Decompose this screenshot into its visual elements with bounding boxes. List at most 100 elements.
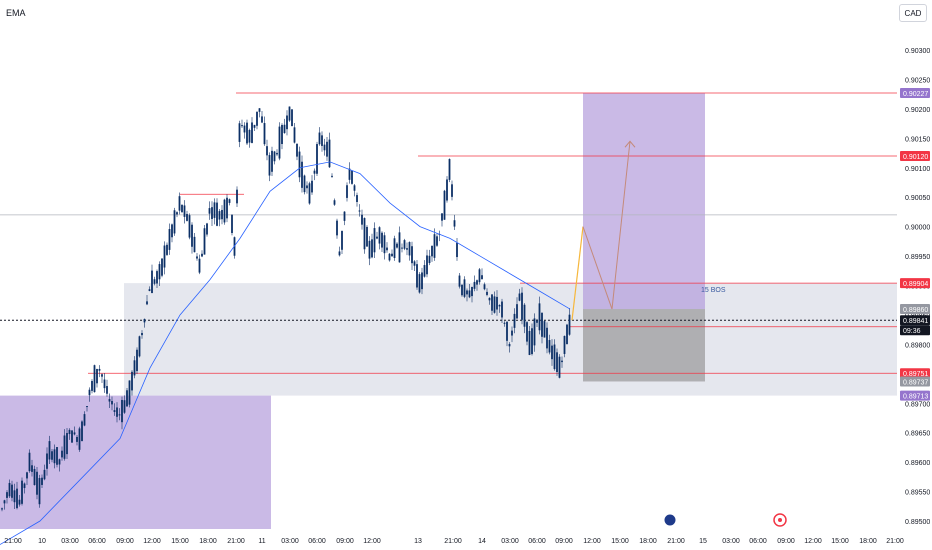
candle-body xyxy=(418,274,421,293)
x-tick-label: 21:00 xyxy=(4,538,22,545)
candle-body xyxy=(408,242,411,256)
candle-body xyxy=(518,293,521,301)
indicator-label[interactable]: EMA xyxy=(6,8,26,18)
candle-body xyxy=(298,151,301,178)
candle-body xyxy=(318,132,321,145)
candle-body xyxy=(191,224,193,247)
candle-body xyxy=(263,123,266,145)
candle-body xyxy=(406,248,408,250)
x-tick-label: 18:00 xyxy=(859,538,877,545)
candle-body xyxy=(473,281,476,289)
price-label-bg xyxy=(900,315,930,326)
candle-body xyxy=(201,253,203,257)
candle-body xyxy=(561,360,563,363)
projection-layer xyxy=(571,140,636,321)
bos-label: 15 BOS xyxy=(701,287,726,294)
x-tick-label: 21:00 xyxy=(667,538,685,545)
candle-body xyxy=(211,207,213,219)
candle-body xyxy=(513,313,516,328)
candle-body xyxy=(208,208,211,214)
x-tick-label: 14 xyxy=(478,538,486,545)
price-label-bg xyxy=(900,278,930,289)
time-axis[interactable]: 21:00 10 03:00 06:00 09:00 12:00 15:00 18:00 21:… xyxy=(4,538,904,545)
candles-layer xyxy=(1,106,571,512)
candle-body xyxy=(193,236,196,253)
candle-body xyxy=(311,180,313,193)
x-tick-label: 03:00 xyxy=(501,538,519,545)
candle-body xyxy=(103,379,106,389)
candle-body xyxy=(198,258,201,273)
candle-body xyxy=(291,109,293,127)
candle-body xyxy=(11,484,13,498)
au-flag-icon xyxy=(663,513,677,527)
candle-body xyxy=(331,175,333,177)
x-tick-label: 12:00 xyxy=(363,538,381,545)
candle-body xyxy=(288,106,291,121)
candle-body xyxy=(476,280,478,285)
candle-body xyxy=(116,407,118,417)
candle-body xyxy=(463,279,466,297)
candle-body xyxy=(391,253,393,257)
candle-body xyxy=(386,247,388,251)
candle-body xyxy=(501,301,503,318)
y-tick-label: 0.89650 xyxy=(905,431,930,438)
candle-body xyxy=(261,116,263,123)
price-axis[interactable]: 0.895000.895500.896000.896500.897000.897… xyxy=(900,48,930,526)
x-tick-label: 18:00 xyxy=(199,538,217,545)
candle-body xyxy=(83,414,86,426)
candle-body xyxy=(528,330,531,355)
projection-leg-1 xyxy=(571,226,584,321)
candle-body xyxy=(541,312,543,337)
ca-flag-leaf-icon xyxy=(778,518,782,522)
candle-body xyxy=(443,190,446,220)
candle-body xyxy=(313,170,316,174)
candle-body xyxy=(326,141,328,157)
price-label: 0.89841 xyxy=(903,318,928,325)
candle-body xyxy=(503,322,506,324)
candle-body xyxy=(28,452,31,472)
candle-body xyxy=(363,218,366,250)
candle-body xyxy=(246,122,248,144)
x-tick-label: 03:00 xyxy=(61,538,79,545)
candle-body xyxy=(136,349,138,372)
candle-body xyxy=(231,215,233,233)
candle-body xyxy=(91,381,93,391)
candle-body xyxy=(266,146,268,156)
price-label-bg xyxy=(900,390,930,401)
candle-body xyxy=(151,270,153,294)
demand-zone xyxy=(124,283,897,396)
candle-body xyxy=(508,343,511,347)
candle-body xyxy=(128,380,131,405)
candle-body xyxy=(491,294,493,311)
candle-body xyxy=(498,305,501,307)
y-tick-label: 0.89600 xyxy=(905,460,930,467)
projection-leg-3 xyxy=(611,141,631,310)
candle-body xyxy=(343,211,346,221)
x-tick-label: 06:00 xyxy=(528,538,546,545)
stop-zone xyxy=(583,309,705,382)
x-tick-label: 18:00 xyxy=(639,538,657,545)
x-tick-label: 15:00 xyxy=(831,538,849,545)
price-label-bg xyxy=(900,150,930,161)
candle-body xyxy=(268,155,271,176)
candle-body xyxy=(381,232,383,248)
candle-body xyxy=(176,212,178,215)
candle-body xyxy=(431,245,433,257)
x-tick-label: 06:00 xyxy=(749,538,767,545)
candle-body xyxy=(566,324,568,345)
candle-body xyxy=(308,183,311,204)
candle-body xyxy=(453,220,456,227)
candle-body xyxy=(18,499,21,505)
candle-body xyxy=(158,264,161,280)
candle-body xyxy=(248,130,251,143)
candle-body xyxy=(526,322,528,342)
candle-body xyxy=(273,151,276,162)
candle-body xyxy=(238,123,241,142)
candle-body xyxy=(411,246,413,264)
candle-body xyxy=(38,478,41,505)
candle-body xyxy=(228,199,231,203)
candle-body xyxy=(111,401,113,405)
candle-body xyxy=(481,275,483,280)
currency-button[interactable]: CAD xyxy=(899,4,927,22)
